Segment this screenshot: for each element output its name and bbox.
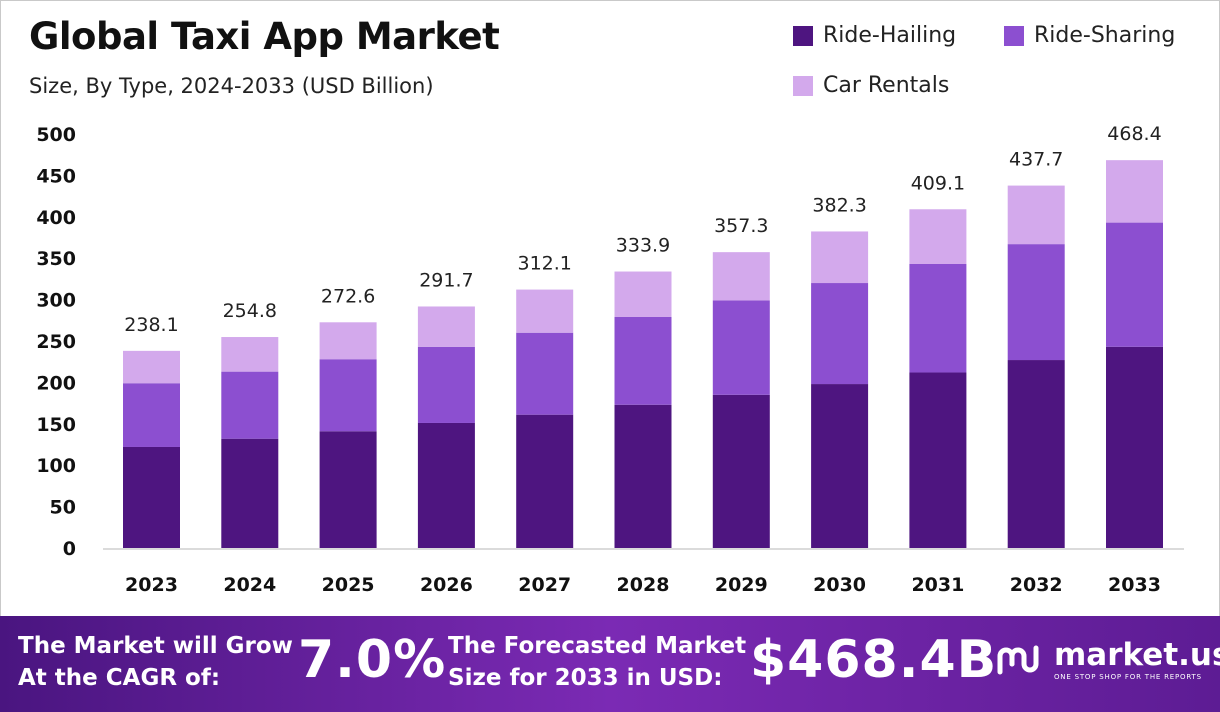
bar-total-label: 437.7 <box>1009 149 1063 171</box>
bar-segment-car-rentals <box>712 252 770 301</box>
footer-banner: The Market will Grow At the CAGR of: 7.0… <box>0 616 1220 712</box>
bar-total-label: 254.8 <box>223 300 277 322</box>
x-tick-label: 2033 <box>1108 574 1161 596</box>
forecast-caption-line2: Size for 2033 in USD: <box>448 665 723 691</box>
cagr-caption-line1: The Market will Grow <box>18 633 293 659</box>
x-tick-label: 2027 <box>518 574 571 596</box>
stacked-bar-chart: 0 50 100 150 200 250 300 350 400 450 500 238.1 2023 2… <box>36 123 1184 596</box>
forecast-value: $468.4B <box>750 630 998 690</box>
bar-segment-ride-sharing <box>123 383 180 447</box>
legend-label-ride-hailing: Ride-Hailing <box>823 23 957 48</box>
bar-segment-car-rentals <box>1007 185 1065 245</box>
bar-segment-ride-hailing <box>221 438 279 548</box>
bar-segment-car-rentals <box>417 306 475 347</box>
bar-segment-ride-sharing <box>516 332 574 415</box>
bar-total-label: 357.3 <box>714 215 768 237</box>
y-tick-label: 50 <box>50 497 76 519</box>
y-tick-label: 400 <box>36 207 76 229</box>
x-tick-label: 2024 <box>223 574 276 596</box>
bar-total-label: 291.7 <box>419 269 473 291</box>
legend-label-car-rentals: Car Rentals <box>823 73 950 98</box>
market-us-logo-icon <box>997 645 1039 674</box>
legend-swatch-car-rentals <box>793 75 813 96</box>
chart-subtitle: Size, By Type, 2024-2033 (USD Billion) <box>29 74 434 98</box>
bar-segment-car-rentals <box>1106 160 1163 223</box>
bar-total-label: 272.6 <box>321 285 375 307</box>
x-tick-label: 2029 <box>715 574 768 596</box>
y-tick-label: 350 <box>36 248 76 270</box>
legend-item-car-rentals: Car Rentals <box>793 73 949 98</box>
legend-swatch-ride-sharing <box>1004 25 1024 46</box>
bar-total-label: 238.1 <box>124 314 178 336</box>
legend-swatch-ride-hailing <box>793 25 813 46</box>
bar-total-label: 333.9 <box>616 235 670 257</box>
cagr-value: 7.0% <box>298 630 447 690</box>
legend-label-ride-sharing: Ride-Sharing <box>1034 23 1176 48</box>
bar-segment-ride-hailing <box>614 404 672 548</box>
forecast-caption-line1: The Forecasted Market <box>448 633 747 659</box>
bar-total-label: 468.4 <box>1107 123 1161 145</box>
x-tick-label: 2025 <box>322 574 375 596</box>
bar-segment-car-rentals <box>516 289 574 333</box>
y-tick-label: 100 <box>36 455 76 477</box>
forecast-caption: The Forecasted Market Size for 2033 in U… <box>448 630 746 694</box>
x-tick-label: 2028 <box>617 574 670 596</box>
y-tick-label: 0 <box>63 538 76 560</box>
bar-segment-car-rentals <box>319 322 377 360</box>
bar-segment-ride-sharing <box>614 316 672 405</box>
bar-segment-ride-sharing <box>909 263 967 373</box>
y-tick-label: 300 <box>36 290 76 312</box>
bar-segment-car-rentals <box>909 209 967 264</box>
bar-segment-ride-hailing <box>123 446 180 548</box>
y-tick-label: 500 <box>36 124 76 146</box>
y-tick-label: 150 <box>36 414 76 436</box>
bar-segment-ride-sharing <box>417 346 475 423</box>
bar-total-label: 409.1 <box>911 172 965 194</box>
bar-segment-ride-hailing <box>417 422 475 548</box>
legend-item-ride-hailing: Ride-Hailing <box>793 23 956 48</box>
brand-name: market.us <box>1054 637 1220 673</box>
bar-segment-ride-hailing <box>712 394 770 548</box>
x-tick-label: 2023 <box>125 574 178 596</box>
x-tick-label: 2030 <box>813 574 866 596</box>
bar-segment-ride-sharing <box>811 283 869 385</box>
brand-tagline: ONE STOP SHOP FOR THE REPORTS <box>1054 673 1202 681</box>
x-tick-label: 2032 <box>1010 574 1063 596</box>
chart-title: Global Taxi App Market <box>29 15 500 58</box>
bar-total-label: 382.3 <box>812 194 866 216</box>
y-tick-label: 250 <box>36 331 76 353</box>
bar-segment-ride-hailing <box>811 384 869 548</box>
y-tick-label: 450 <box>36 165 76 187</box>
bar-segment-ride-sharing <box>712 300 770 395</box>
bar-segment-car-rentals <box>221 337 279 372</box>
bar-segment-car-rentals <box>614 271 672 317</box>
brand-logo: market.us ONE STOP SHOP FOR THE REPORTS <box>996 638 1220 681</box>
bar-segment-car-rentals <box>123 350 180 384</box>
bar-segment-ride-sharing <box>319 359 377 432</box>
bar-segment-car-rentals <box>811 231 869 284</box>
bar-segment-ride-sharing <box>1106 222 1163 347</box>
y-tick-label: 200 <box>36 372 76 394</box>
bar-total-label: 312.1 <box>517 253 571 275</box>
x-tick-label: 2026 <box>420 574 473 596</box>
bar-segment-ride-sharing <box>1007 244 1065 361</box>
bar-segment-ride-hailing <box>319 431 377 548</box>
legend-item-ride-sharing: Ride-Sharing <box>1004 23 1175 48</box>
bar-segment-ride-hailing <box>1106 346 1163 548</box>
bar-segment-ride-hailing <box>909 372 967 548</box>
cagr-caption-line2: At the CAGR of: <box>18 665 221 691</box>
cagr-caption: The Market will Grow At the CAGR of: <box>18 630 293 694</box>
x-tick-label: 2031 <box>911 574 964 596</box>
bar-segment-ride-sharing <box>221 371 279 439</box>
bar-segment-ride-hailing <box>1007 360 1065 548</box>
bar-segment-ride-hailing <box>516 414 574 548</box>
